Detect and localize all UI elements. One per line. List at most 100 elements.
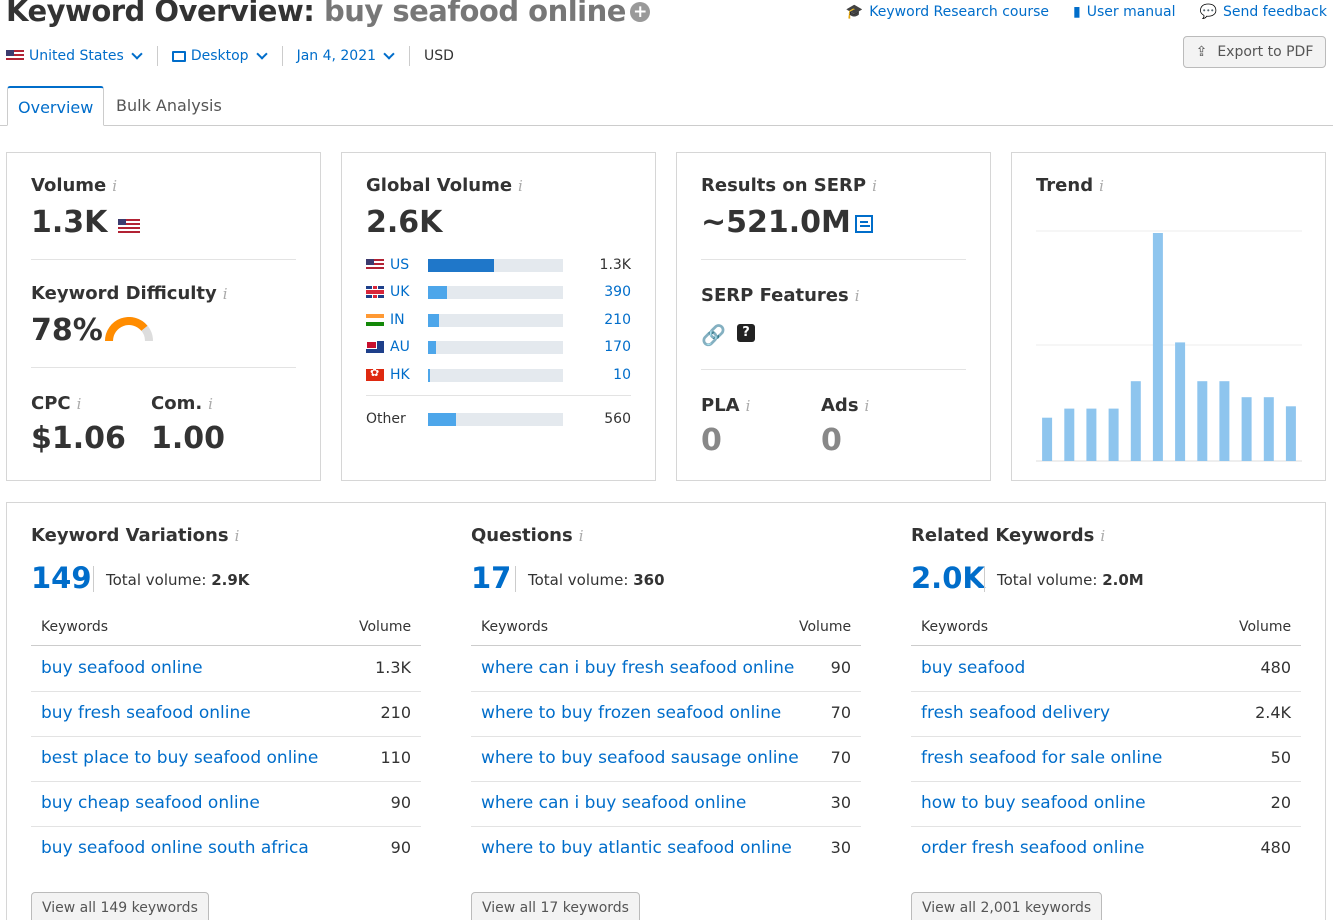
info-icon[interactable]: i xyxy=(112,177,118,195)
row-divider xyxy=(31,691,421,692)
trend-bar[interactable] xyxy=(1175,342,1186,461)
volume-bar xyxy=(428,412,563,426)
country-row-hk[interactable]: HK 10 xyxy=(366,365,631,385)
related-count[interactable]: 2.0K xyxy=(911,561,985,595)
add-keyword-icon[interactable]: + xyxy=(629,2,650,22)
row-divider xyxy=(471,826,861,827)
info-icon[interactable]: i xyxy=(222,285,228,303)
keyword-link[interactable]: where to buy atlantic seafood online xyxy=(481,838,792,858)
table-header-divider xyxy=(31,645,421,646)
keyword-link[interactable]: buy cheap seafood online xyxy=(41,793,260,813)
keyword-link[interactable]: buy seafood online xyxy=(41,658,203,678)
volume-bar-fill xyxy=(428,285,447,299)
info-icon[interactable]: i xyxy=(578,527,584,545)
date-dropdown[interactable]: Jan 4, 2021 xyxy=(297,48,395,64)
send-feedback-link[interactable]: 💬 Send feedback xyxy=(1200,4,1327,20)
filter-bar: United States Desktop Jan 4, 2021 USD xyxy=(6,46,454,66)
country-row-uk[interactable]: UK 390 xyxy=(366,282,631,302)
variations-count[interactable]: 149 xyxy=(31,561,92,595)
keyword-link[interactable]: where can i buy fresh seafood online xyxy=(481,658,795,678)
info-icon[interactable]: i xyxy=(208,395,213,413)
view-all-variations-button[interactable]: View all 149 keywords xyxy=(31,892,209,920)
keyword-link[interactable]: order fresh seafood online xyxy=(921,838,1145,858)
keyword-link[interactable]: buy seafood xyxy=(921,658,1026,678)
row-divider xyxy=(471,736,861,737)
trend-bar[interactable] xyxy=(1042,417,1053,461)
results-on-serp-label: Results on SERP i xyxy=(701,175,877,196)
device-dropdown[interactable]: Desktop xyxy=(171,48,268,64)
ads-label: Ads i xyxy=(821,395,870,416)
export-icon: ⇪ xyxy=(1195,44,1208,60)
keyword-link[interactable]: fresh seafood for sale online xyxy=(921,748,1163,768)
keyword-link[interactable]: where to buy frozen seafood online xyxy=(481,703,782,723)
country-row-au[interactable]: AU 170 xyxy=(366,337,631,357)
row-divider xyxy=(471,781,861,782)
book-icon: ▮ xyxy=(1073,4,1081,20)
tab-overview[interactable]: Overview xyxy=(7,86,105,126)
column-header-keywords: Keywords xyxy=(481,619,549,635)
trend-bar[interactable] xyxy=(1241,397,1252,461)
info-icon[interactable]: i xyxy=(234,527,240,545)
trend-bar[interactable] xyxy=(1263,397,1274,461)
question-icon[interactable]: ? xyxy=(737,324,755,342)
divider xyxy=(984,566,985,592)
tab-bulk-analysis[interactable]: Bulk Analysis xyxy=(116,96,222,115)
trend-bar[interactable] xyxy=(1219,381,1230,461)
chevron-down-icon xyxy=(131,48,143,60)
view-all-related-button[interactable]: View all 2,001 keywords xyxy=(911,892,1103,920)
link-icon[interactable]: 🔗 xyxy=(701,323,726,347)
questions-count[interactable]: 17 xyxy=(471,561,512,595)
export-label: Export to PDF xyxy=(1217,44,1314,60)
keyword-research-course-link[interactable]: 🎓 Keyword Research course xyxy=(846,4,1049,20)
keyword-link[interactable]: where to buy seafood sausage online xyxy=(481,748,799,768)
country-dropdown[interactable]: United States xyxy=(6,48,143,64)
column-header-volume: Volume xyxy=(359,619,412,635)
keyword-link[interactable]: best place to buy seafood online xyxy=(41,748,319,768)
difficulty-value: 78% xyxy=(31,313,103,348)
volume-bar-fill xyxy=(428,258,495,272)
keyword-link[interactable]: buy fresh seafood online xyxy=(41,703,251,723)
info-icon[interactable]: i xyxy=(872,177,877,195)
info-icon[interactable]: i xyxy=(76,395,82,413)
keyword-link[interactable]: fresh seafood delivery xyxy=(921,703,1111,723)
row-divider xyxy=(911,691,1301,692)
table-header-divider xyxy=(471,645,861,646)
country-row-in[interactable]: IN 210 xyxy=(366,310,631,330)
graduation-cap-icon: 🎓 xyxy=(845,4,864,20)
manual-link-label: User manual xyxy=(1086,4,1176,20)
export-pdf-button[interactable]: ⇪ Export to PDF xyxy=(1183,36,1326,68)
volume-bar-fill xyxy=(428,340,437,354)
course-link-label: Keyword Research course xyxy=(869,4,1050,20)
trend-bar[interactable] xyxy=(1130,381,1141,461)
trend-bar[interactable] xyxy=(1086,408,1097,461)
info-icon[interactable]: i xyxy=(518,177,523,195)
view-all-questions-button[interactable]: View all 17 keywords xyxy=(471,892,640,920)
info-icon[interactable]: i xyxy=(1100,527,1106,545)
trend-bar[interactable] xyxy=(1285,406,1296,461)
user-manual-link[interactable]: ▮ User manual xyxy=(1073,4,1176,20)
country-label: United States xyxy=(29,48,124,64)
trend-bar[interactable] xyxy=(1152,233,1163,461)
tab-bar: Overview Bulk Analysis xyxy=(0,86,1333,126)
keyword-volume: 2.4K xyxy=(1255,703,1291,722)
divider xyxy=(31,367,296,368)
info-icon[interactable]: i xyxy=(854,287,860,305)
trend-bar[interactable] xyxy=(1064,408,1075,461)
global-volume-label: Global Volume i xyxy=(366,175,523,196)
info-icon[interactable]: i xyxy=(745,397,751,415)
keyword-link[interactable]: buy seafood online south africa xyxy=(41,838,309,858)
trend-bar[interactable] xyxy=(1197,381,1208,461)
serp-card: Results on SERP i ~521.0M SERP Features i … xyxy=(676,152,991,481)
serp-snapshot-icon[interactable] xyxy=(854,215,873,233)
keyword-volume: 480 xyxy=(1260,838,1291,857)
info-icon[interactable]: i xyxy=(1099,177,1104,195)
global-volume-card: Global Volume i 2.6K US 1.3K UK 390 IN 21… xyxy=(341,152,656,481)
chevron-down-icon xyxy=(255,48,268,60)
keyword-link[interactable]: how to buy seafood online xyxy=(921,793,1146,813)
country-row-us[interactable]: US 1.3K xyxy=(366,255,631,275)
info-icon[interactable]: i xyxy=(864,397,870,415)
country-volume: 210 xyxy=(604,312,631,328)
volume-bar xyxy=(428,340,563,354)
trend-bar[interactable] xyxy=(1108,408,1119,461)
keyword-link[interactable]: where can i buy seafood online xyxy=(481,793,747,813)
